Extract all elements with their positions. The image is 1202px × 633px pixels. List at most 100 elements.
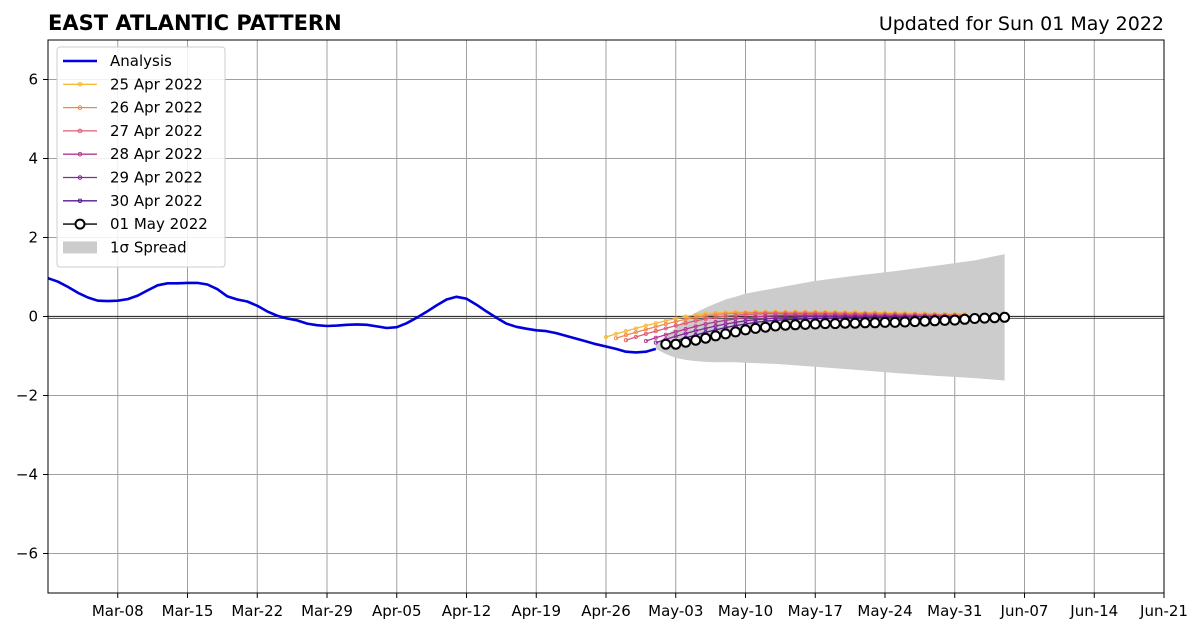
forecast-point — [643, 327, 648, 332]
axes: Mar-08 Mar-15 Mar-22 Mar-29 Apr-05 Apr-12 Apr-… — [16, 71, 1188, 621]
forecast-point — [720, 328, 732, 340]
forecast-point — [869, 317, 881, 329]
legend-marker — [77, 82, 83, 87]
legend-entry: 26 Apr 2022 — [63, 99, 203, 117]
forecast-point — [693, 318, 698, 323]
forecast-point — [623, 338, 628, 343]
forecast-point — [713, 315, 718, 320]
forecast-point — [759, 321, 771, 333]
legend-label: 25 Apr 2022 — [110, 75, 203, 93]
forecast-point — [643, 331, 648, 336]
y-tick-label: −2 — [16, 387, 38, 405]
forecast-point — [683, 327, 688, 332]
forecast-point — [753, 317, 758, 322]
x-tick-label: May-10 — [718, 602, 773, 620]
chart-title: EAST ATLANTIC PATTERN — [48, 11, 342, 35]
legend-entry: 28 Apr 2022 — [63, 145, 203, 163]
legend-label: 27 Apr 2022 — [110, 122, 203, 140]
legend-entry: 01 May 2022 — [63, 215, 208, 233]
forecast-point — [660, 338, 672, 350]
forecast-point — [879, 316, 891, 328]
forecast-point — [653, 324, 658, 329]
forecast-point — [713, 323, 718, 329]
forecast-point — [769, 320, 781, 332]
forecast-point — [673, 319, 678, 324]
legend-entry: 27 Apr 2022 — [63, 122, 203, 140]
forecast-series — [603, 309, 1011, 350]
forecast-point — [680, 336, 692, 348]
forecast-6 — [660, 311, 1011, 350]
x-tick-label: Apr-19 — [512, 602, 562, 620]
forecast-point — [773, 316, 778, 321]
forecast-point — [730, 326, 741, 338]
x-tick-label: Jun-21 — [1139, 602, 1188, 620]
forecast-point — [633, 334, 638, 340]
forecast-point — [919, 315, 931, 327]
forecast-point — [663, 321, 668, 327]
x-tick-label: Apr-05 — [372, 602, 422, 620]
forecast-point — [703, 321, 708, 327]
forecast-point — [773, 313, 778, 318]
forecast-point — [959, 313, 971, 325]
x-tick-label: May-03 — [648, 602, 703, 620]
x-tick-label: May-17 — [788, 602, 843, 620]
x-tick-label: Apr-26 — [581, 602, 631, 620]
x-tick-label: Jun-14 — [1069, 602, 1118, 620]
forecast-point — [653, 335, 658, 340]
forecast-point — [703, 326, 708, 331]
forecast-point — [673, 323, 678, 328]
forecast-point — [713, 319, 718, 325]
forecast-point — [693, 324, 698, 329]
analysis-line — [47, 276, 657, 354]
forecast-point — [683, 331, 688, 336]
forecast-point — [603, 334, 609, 340]
updated-label: Updated for Sun 01 May 2022 — [879, 13, 1164, 35]
legend-marker — [77, 151, 83, 157]
forecast-point — [740, 324, 751, 336]
forecast-point — [829, 318, 841, 330]
legend-box — [56, 46, 226, 268]
forecast-point — [633, 326, 638, 331]
forecast-point — [779, 319, 791, 331]
forecast-point — [643, 323, 648, 328]
forecast-point — [979, 312, 991, 324]
x-tick-label: Mar-22 — [231, 602, 283, 620]
forecast-point — [763, 316, 768, 321]
forecast-point — [643, 338, 648, 344]
forecast-point — [700, 332, 712, 344]
forecast-point — [999, 311, 1011, 323]
legend-label: 30 Apr 2022 — [110, 192, 203, 210]
spread-area — [655, 254, 1005, 381]
forecast-point — [670, 338, 682, 350]
forecast-point — [683, 317, 688, 322]
legend-label: 28 Apr 2022 — [110, 145, 203, 163]
forecast-point — [683, 321, 688, 326]
x-tick-label: May-31 — [927, 602, 982, 620]
legend-label: 26 Apr 2022 — [110, 99, 203, 117]
forecast-point — [623, 333, 628, 338]
forecast-point — [949, 314, 961, 326]
legend-entry: Analysis — [63, 52, 172, 70]
forecast-point — [723, 314, 728, 319]
x-tick-label: Jun-07 — [1000, 602, 1049, 620]
forecast-point — [819, 318, 831, 330]
forecast-point — [633, 330, 638, 335]
forecast-point — [989, 312, 1001, 324]
legend-entry: 1σ Spread — [63, 238, 187, 256]
x-tick-label: Mar-29 — [301, 602, 353, 620]
spread-band — [655, 254, 1005, 381]
forecast-point — [969, 313, 981, 324]
legend-label: 01 May 2022 — [110, 215, 208, 233]
legend: Analysis 25 Apr 2022 26 Apr 2022 27 Apr 202… — [56, 46, 226, 268]
forecast-point — [710, 330, 722, 342]
forecast-point — [693, 328, 698, 333]
legend-label: 1σ Spread — [110, 238, 187, 256]
legend-marker — [77, 175, 83, 180]
legend-label: Analysis — [110, 52, 172, 70]
forecast-point — [673, 334, 678, 339]
x-tick-label: May-24 — [857, 602, 912, 620]
forecast-point — [849, 317, 861, 329]
forecast-point — [763, 311, 768, 316]
forecast-point — [750, 322, 761, 334]
legend-entry: 25 Apr 2022 — [63, 75, 203, 93]
